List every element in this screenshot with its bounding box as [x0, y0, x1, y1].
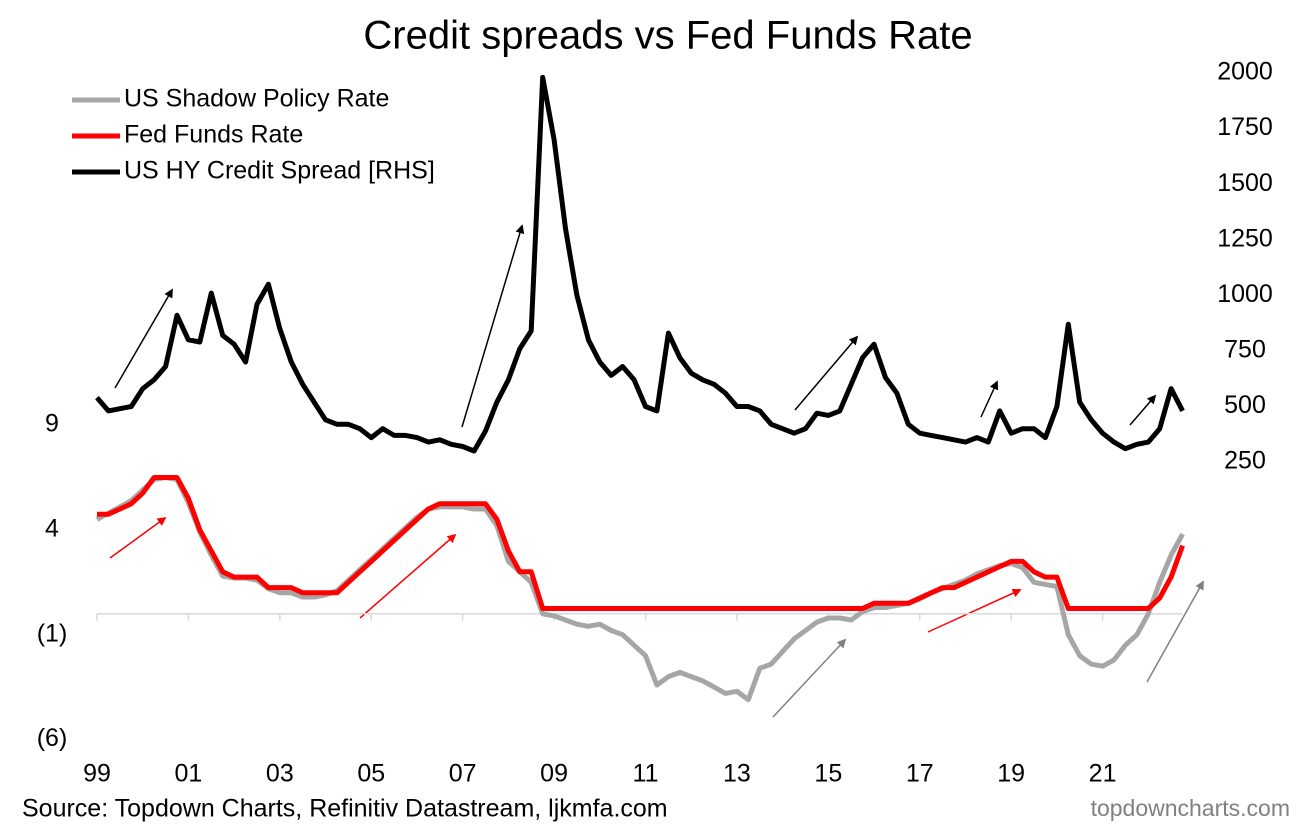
y2-tick-label: 1750 — [1217, 113, 1273, 141]
x-tick-label: 05 — [357, 760, 385, 788]
x-tick-label: 03 — [266, 760, 294, 788]
y2-tick-label: 250 — [1224, 447, 1266, 475]
y-tick-label: 4 — [45, 515, 59, 543]
y2-tick-label: 1250 — [1217, 224, 1273, 252]
chart-title: Credit spreads vs Fed Funds Rate — [363, 14, 972, 58]
legend-label: US HY Credit Spread [RHS] — [124, 157, 435, 185]
y2-tick-label: 1500 — [1217, 169, 1273, 197]
x-tick-label: 99 — [83, 760, 111, 788]
y-tick-label: (6) — [37, 724, 68, 752]
y-tick-label: 9 — [45, 410, 59, 438]
x-tick-label: 07 — [449, 760, 477, 788]
series-line — [97, 475, 1185, 611]
x-tick-label: 11 — [633, 760, 659, 788]
x-tick-label: 09 — [540, 760, 568, 788]
y2-tick-label: 750 — [1224, 336, 1266, 364]
y2-tick-label: 500 — [1224, 391, 1266, 419]
x-tick-label: 15 — [814, 760, 842, 788]
source: Source: Topdown Charts, Refinitiv Datast… — [22, 795, 668, 823]
y2-tick-label: 2000 — [1217, 58, 1273, 86]
legend-label: US Shadow Policy Rate — [124, 85, 389, 113]
y2-tick-label: 1000 — [1217, 280, 1273, 308]
annotation-arrows — [109, 224, 1204, 718]
x-tick-label: 17 — [906, 760, 934, 788]
x-tick-label: 01 — [175, 760, 203, 788]
x-tick-label: 13 — [723, 760, 751, 788]
legend-label: Fed Funds Rate — [124, 121, 303, 149]
x-tick-label: 19 — [997, 760, 1025, 788]
series-line — [95, 74, 1185, 454]
watermark: topdowncharts.com — [1091, 795, 1290, 821]
series-line — [95, 475, 1185, 703]
x-tick-label: 21 — [1089, 760, 1117, 788]
y-tick-label: (1) — [37, 619, 68, 647]
